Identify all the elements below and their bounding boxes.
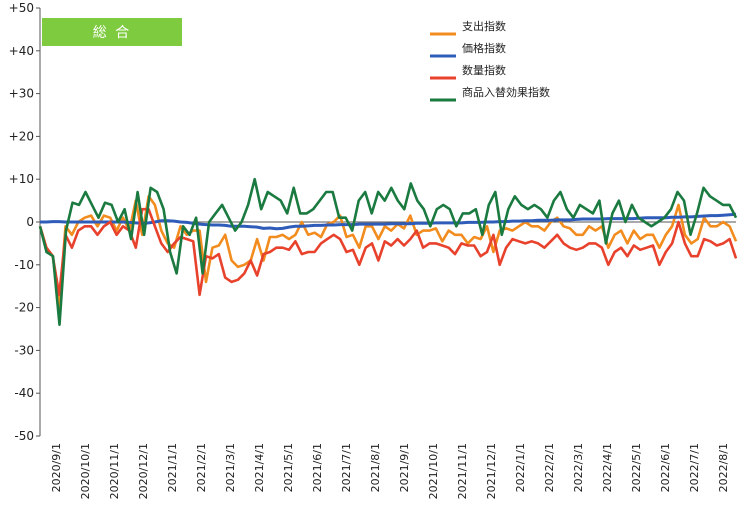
chart-title: 総 合: [93, 25, 131, 41]
y-tick-label: +10: [9, 172, 34, 186]
x-tick-label: 2021/8/1: [369, 443, 382, 492]
x-tick-label: 2021/4/1: [253, 443, 266, 492]
y-axis: +50 +40 +30 +20 +10 0 -10 -20 -30 -40 -50: [9, 1, 41, 443]
x-tick-label: 2022/3/1: [572, 443, 585, 492]
chart-title-badge-bg: [42, 18, 182, 46]
legend-label: 支出指数: [462, 19, 506, 33]
x-tick-label: 2021/3/1: [224, 443, 237, 492]
chart-title-badge: 総 合: [42, 18, 182, 46]
y-tick-label: -20: [14, 301, 34, 315]
series-line-2: [38, 207, 738, 297]
x-tick-label: 2022/8/1: [717, 443, 730, 492]
x-tick-label: 2021/1/1: [166, 443, 179, 492]
y-tick-label: +50: [9, 1, 34, 15]
x-tick-label: 2021/9/1: [398, 443, 411, 492]
x-tick-label: 2020/12/1: [137, 443, 150, 499]
series-lines: [38, 177, 738, 327]
x-axis: 2020/9/1 2020/10/1 2020/11/1 2020/12/1 2021/…: [40, 221, 736, 499]
x-tick-label: 2022/7/1: [688, 443, 701, 492]
y-tick-label: +40: [9, 44, 34, 58]
legend-label: 数量指数: [462, 63, 506, 77]
x-tick-label: 2022/2/1: [543, 443, 556, 492]
x-tick-label: 2022/1/1: [514, 443, 527, 492]
series-line-1: [40, 212, 737, 231]
x-tick-label: 2021/6/1: [311, 443, 324, 492]
legend-label: 価格指数: [462, 41, 506, 55]
y-tick-label: -30: [14, 343, 34, 357]
y-tick-label: -40: [14, 386, 34, 400]
x-tick-label: 2020/11/1: [108, 443, 121, 499]
y-tick-label: +30: [9, 87, 34, 101]
series-line-3: [38, 177, 738, 327]
series-line-0: [38, 195, 738, 309]
x-tick-label: 2021/10/1: [427, 443, 440, 499]
x-tick-label: 2021/2/1: [195, 443, 208, 492]
x-tick-label: 2020/9/1: [50, 443, 63, 492]
y-tick-label: -50: [14, 429, 34, 443]
legend-label: 商品入替効果指数: [462, 85, 550, 99]
x-tick-label: 2021/5/1: [282, 443, 295, 492]
x-tick-label: 2022/4/1: [601, 443, 614, 492]
x-tick-label: 2021/7/1: [340, 443, 353, 492]
x-tick-label: 2022/6/1: [659, 443, 672, 492]
y-tick-label: -10: [14, 258, 34, 272]
x-tick-label: 2022/5/1: [630, 443, 643, 492]
y-tick-label: 0: [26, 215, 34, 229]
x-tick-label: 2020/10/1: [79, 443, 92, 499]
y-tick-label: +20: [9, 129, 34, 143]
x-tick-label: 2021/11/1: [456, 443, 469, 499]
x-tick-label: 2021/12/1: [485, 443, 498, 499]
